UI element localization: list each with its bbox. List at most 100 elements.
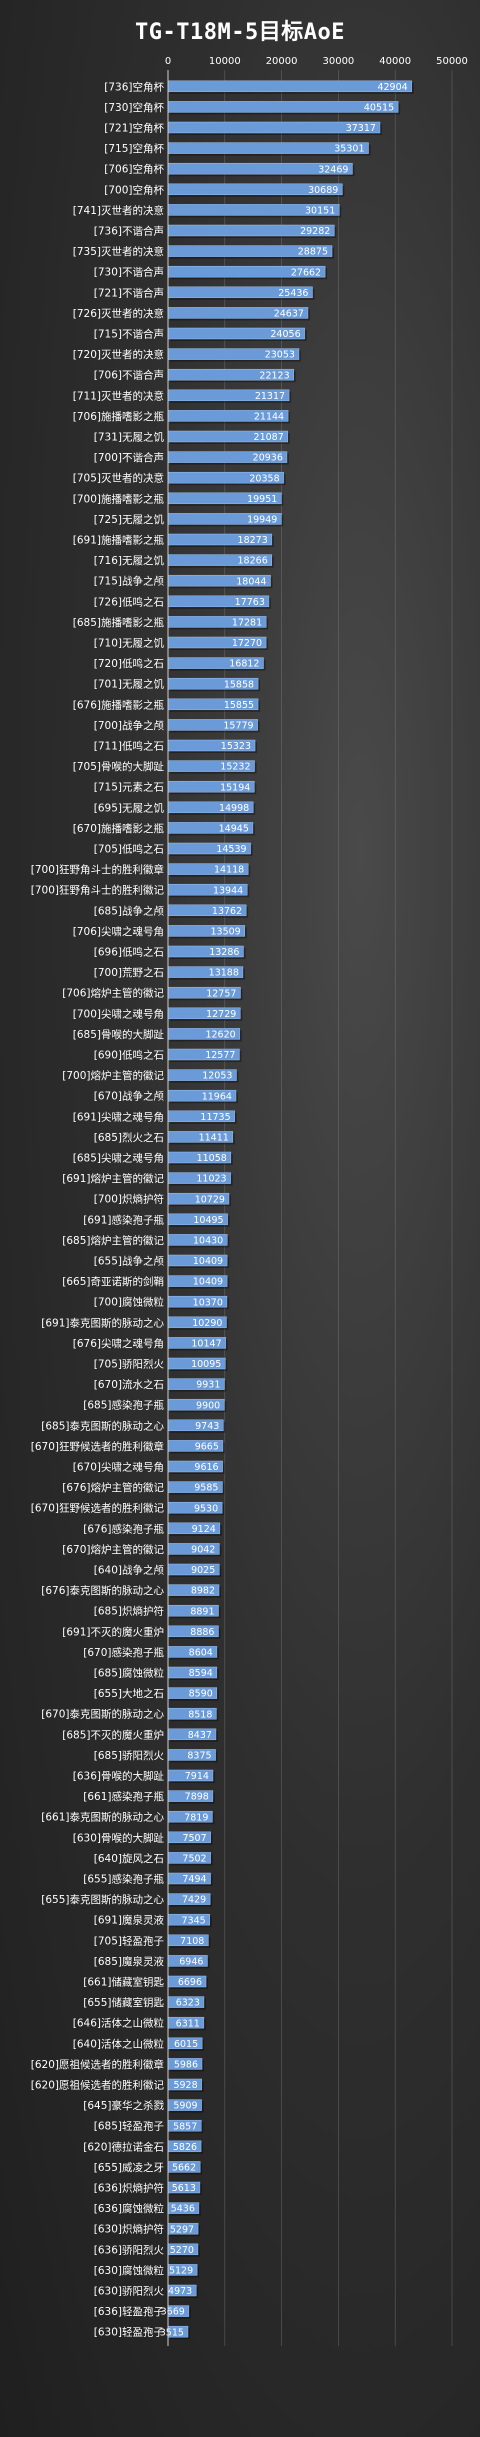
data-label: 15858 xyxy=(224,679,254,690)
category-label: [706]不谐合声 xyxy=(94,369,164,382)
category-label: [630]骄阳烈火 xyxy=(94,2286,165,2298)
category-label: [730]空角杯 xyxy=(104,101,164,114)
data-label: 7898 xyxy=(185,1792,209,1803)
category-label: [700]空角杯 xyxy=(104,183,164,196)
data-label: 9124 xyxy=(192,1524,216,1535)
category-label: [700]战争之颅 xyxy=(94,719,165,732)
category-label: [636]腐蚀微粒 xyxy=(94,2202,165,2215)
category-label: [640]战争之颅 xyxy=(94,1564,165,1577)
data-label: 19951 xyxy=(247,494,277,505)
data-label: 24637 xyxy=(274,309,304,320)
category-label: [670]狂野候选者的胜利徽记 xyxy=(31,1502,165,1515)
data-label: 8437 xyxy=(188,1730,212,1741)
category-label: [735]灭世者的决意 xyxy=(73,245,164,258)
category-label: [620]愿祖候选者的胜利徽记 xyxy=(31,2079,165,2092)
data-label: 11735 xyxy=(200,1112,230,1123)
category-label: [715]战争之颅 xyxy=(94,575,165,588)
category-label: [700]熔炉主管的徽记 xyxy=(62,1069,164,1082)
category-label: [636]骄阳烈火 xyxy=(94,2244,165,2256)
category-label: [700]腐蚀微粒 xyxy=(94,1296,165,1309)
category-label: [655]大地之石 xyxy=(94,1687,164,1700)
data-label: 9900 xyxy=(196,1400,220,1411)
category-label: [670]感染孢子瓶 xyxy=(83,1646,164,1659)
x-tick-label: 50000 xyxy=(436,56,468,67)
data-label: 12757 xyxy=(206,988,236,999)
category-label: [700]狂野角斗士的胜利徽记 xyxy=(31,884,165,897)
category-label: [691]施播嗜影之瓶 xyxy=(73,534,165,547)
category-label: [685]战争之颅 xyxy=(94,904,165,917)
category-label: [700]不谐合声 xyxy=(94,451,164,464)
data-label: 10430 xyxy=(193,1236,223,1247)
data-label: 30151 xyxy=(305,206,335,217)
data-label: 9025 xyxy=(191,1565,215,1576)
data-label: 3515 xyxy=(160,2327,184,2338)
category-label: [706]空角杯 xyxy=(104,163,164,176)
category-label: [690]低鸣之石 xyxy=(94,1049,164,1062)
category-label: [706]施播嗜影之瓶 xyxy=(73,410,165,423)
data-label: 15194 xyxy=(220,782,250,793)
category-label: [636]骨喉的大脚趾 xyxy=(73,1770,165,1783)
category-label: [655]储藏室钥匙 xyxy=(83,1996,164,2009)
category-label: [685]泰克图斯的脉动之心 xyxy=(41,1419,164,1432)
category-label: [670]尖啸之魂号角 xyxy=(73,1461,164,1474)
data-label: 7502 xyxy=(182,1854,206,1865)
category-label: [706]熔炉主管的徽记 xyxy=(62,987,164,1000)
category-label: [661]储藏室钥匙 xyxy=(83,1976,164,1989)
data-label: 10409 xyxy=(193,1256,223,1267)
category-label: [685]烈火之石 xyxy=(94,1131,164,1144)
data-label: 11058 xyxy=(197,1153,227,1164)
category-label: [705]低鸣之石 xyxy=(94,843,164,856)
category-label: [670]战争之颅 xyxy=(94,1090,165,1103)
category-label: [661]泰克图斯的脉动之心 xyxy=(41,1811,164,1824)
category-label: [685]魔泉灵液 xyxy=(94,1955,165,1968)
data-label: 30689 xyxy=(308,185,338,196)
category-label: [670]流水之石 xyxy=(94,1378,164,1391)
data-label: 9931 xyxy=(196,1380,220,1391)
category-label: [700]荒野之石 xyxy=(94,966,164,979)
category-label: [700]尖啸之魂号角 xyxy=(73,1007,164,1020)
category-label: [630]骨喉的大脚趾 xyxy=(73,1831,165,1844)
category-label: [685]施播嗜影之瓶 xyxy=(73,616,165,629)
category-label: [715]不谐合声 xyxy=(94,328,164,341)
data-label: 11411 xyxy=(199,1133,229,1144)
data-label: 11023 xyxy=(196,1174,226,1185)
x-tick-label: 20000 xyxy=(266,56,298,67)
data-label: 12053 xyxy=(202,1071,232,1082)
x-tick-label: 0 xyxy=(165,56,171,67)
data-label: 10095 xyxy=(191,1359,221,1370)
data-label: 24056 xyxy=(270,329,300,340)
category-label: [655]感染孢子瓶 xyxy=(83,1873,164,1886)
data-label: 10147 xyxy=(191,1339,221,1350)
data-label: 8982 xyxy=(191,1586,215,1597)
data-label: 5613 xyxy=(172,2183,196,2194)
data-label: 42904 xyxy=(377,82,407,93)
category-label: [736]不谐合声 xyxy=(94,225,164,238)
category-label: [711]灭世者的决意 xyxy=(73,389,164,402)
data-label: 20358 xyxy=(249,473,279,484)
data-label: 14118 xyxy=(214,865,244,876)
data-label: 22123 xyxy=(259,370,289,381)
category-label: [670]狂野候选者的胜利徽章 xyxy=(31,1440,164,1453)
category-label: [710]无履之饥 xyxy=(94,637,165,650)
category-label: [685]熔炉主管的徽记 xyxy=(62,1234,164,1247)
data-label: 5297 xyxy=(170,2224,194,2235)
data-label: 9665 xyxy=(195,1442,219,1453)
category-label: [685]炽熵护符 xyxy=(94,1605,164,1618)
category-label: [716]无履之饥 xyxy=(94,554,165,567)
category-label: [720]低鸣之石 xyxy=(94,657,164,670)
data-label: 6015 xyxy=(174,2039,198,2050)
category-label: [715]元素之石 xyxy=(94,781,164,794)
data-label: 7494 xyxy=(182,1874,206,1885)
data-label: 5986 xyxy=(174,2060,198,2071)
category-label: [630]轻盈孢子 xyxy=(94,2326,164,2339)
x-tick-label: 30000 xyxy=(322,56,354,67)
category-label: [676]尖啸之魂号角 xyxy=(73,1337,164,1350)
data-label: 25436 xyxy=(278,288,308,299)
data-label: 35301 xyxy=(334,144,364,155)
category-label: [620]愿祖候选者的胜利徽章 xyxy=(31,2058,164,2071)
data-label: 20936 xyxy=(253,453,283,464)
data-label: 5909 xyxy=(173,2101,197,2112)
category-label: [721]空角杯 xyxy=(104,122,164,135)
data-label: 17270 xyxy=(232,638,262,649)
